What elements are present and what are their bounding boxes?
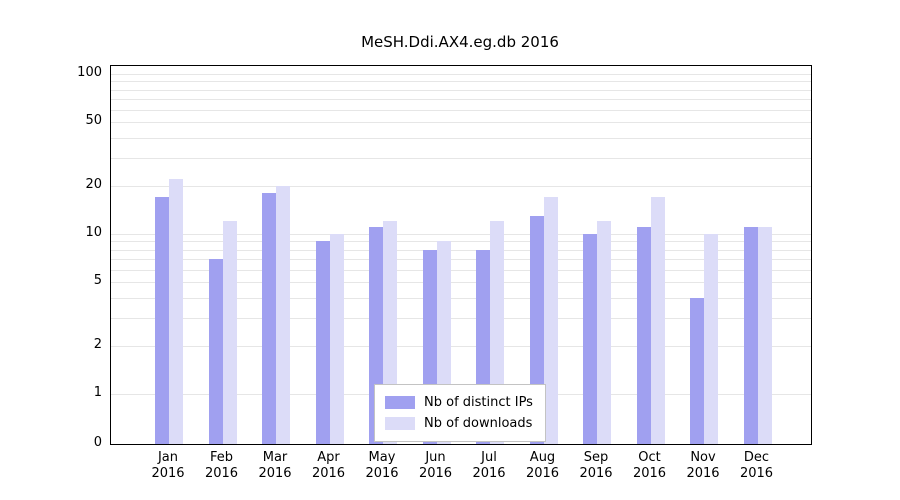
x-tick-year: 2016: [365, 466, 399, 481]
legend-swatch-distinct-ips: [385, 396, 415, 409]
x-tick-month: May: [368, 450, 396, 465]
x-tick-label: Jan 2016: [138, 450, 198, 482]
legend-label: Nb of distinct IPs: [424, 395, 533, 410]
x-tick-year: 2016: [418, 466, 453, 481]
x-tick-label: Aug 2016: [513, 450, 573, 482]
legend-label: Nb of downloads: [424, 416, 533, 431]
plot-area: Nb of distinct IPs Nb of downloads: [110, 65, 812, 445]
x-tick-month: Nov: [690, 450, 716, 465]
x-tick-month: Aug: [529, 450, 556, 465]
x-tick-month: Jul: [481, 450, 497, 465]
x-tick-year: 2016: [204, 466, 239, 481]
bar-distinct-ips: [155, 197, 169, 444]
gridline: [111, 297, 811, 299]
bar-downloads: [757, 227, 772, 444]
gridline: [111, 89, 811, 91]
x-tick-year: 2016: [311, 466, 346, 481]
bar-downloads: [169, 179, 183, 444]
chart-title: MeSH.Ddi.AX4.eg.db 2016: [361, 33, 559, 51]
gridline: [111, 269, 811, 271]
x-tick-label: Apr 2016: [299, 450, 359, 482]
y-tick-label: 2: [93, 336, 102, 352]
gridline: [111, 137, 811, 139]
x-tick-year: 2016: [151, 466, 185, 481]
gridline: [111, 74, 811, 75]
y-tick-label: 50: [85, 113, 102, 129]
gridline: [111, 109, 811, 111]
y-tick-label: 20: [85, 176, 102, 192]
gridline: [111, 345, 811, 347]
x-tick-label: Jul 2016: [459, 450, 519, 482]
x-tick-year: 2016: [739, 466, 774, 481]
bar-distinct-ips: [262, 193, 276, 444]
gridline: [111, 317, 811, 319]
gridline: [111, 234, 811, 235]
bar-distinct-ips: [315, 241, 330, 444]
x-tick-year: 2016: [579, 466, 613, 481]
x-tick-month: Jun: [425, 450, 446, 465]
gridline: [111, 122, 811, 124]
legend-swatch-downloads: [385, 417, 415, 430]
y-tick-label: 10: [85, 225, 102, 240]
bar-distinct-ips: [208, 258, 223, 444]
bar-distinct-ips: [690, 297, 704, 444]
bar-distinct-ips: [583, 234, 597, 444]
gridline: [111, 258, 811, 260]
bar-downloads: [543, 197, 558, 444]
x-tick-label: Feb 2016: [192, 450, 252, 482]
y-tick-label: 1: [93, 385, 102, 400]
bar-distinct-ips: [636, 227, 651, 444]
x-tick-month: Mar: [262, 450, 288, 465]
bar-downloads: [329, 234, 344, 444]
x-tick-year: 2016: [632, 466, 667, 481]
y-tick-label: 0: [93, 435, 102, 450]
bar-downloads: [704, 234, 718, 444]
x-tick-label: Dec 2016: [727, 450, 787, 482]
x-tick-month: Apr: [317, 450, 340, 465]
x-tick-month: Jan: [157, 450, 179, 465]
x-tick-label: May 2016: [352, 450, 412, 482]
gridline: [111, 282, 811, 284]
gridline: [111, 249, 811, 251]
legend-item: Nb of distinct IPs: [385, 392, 533, 413]
x-tick-month: Dec: [743, 450, 770, 465]
legend: Nb of distinct IPs Nb of downloads: [374, 384, 546, 442]
gridline: [111, 157, 811, 159]
x-tick-year: 2016: [686, 466, 720, 481]
x-tick-label: Jun 2016: [406, 450, 466, 482]
y-tick-label: 5: [93, 273, 102, 289]
legend-item: Nb of downloads: [385, 413, 533, 434]
bar-downloads: [222, 221, 237, 444]
gridline: [111, 241, 811, 243]
x-tick-month: Sep: [583, 450, 609, 465]
gridline: [111, 185, 811, 187]
bar-distinct-ips: [743, 227, 758, 444]
bar-downloads: [597, 221, 611, 444]
x-tick-label: Oct 2016: [620, 450, 680, 482]
x-tick-label: Nov 2016: [673, 450, 733, 482]
bar-downloads: [650, 197, 665, 444]
y-tick-label: 100: [77, 65, 102, 80]
bar-downloads: [276, 185, 290, 444]
x-tick-label: Mar 2016: [245, 450, 305, 482]
x-tick-month: Oct: [638, 450, 661, 465]
x-tick-year: 2016: [258, 466, 292, 481]
gridline: [111, 98, 811, 100]
gridline: [111, 81, 811, 83]
x-tick-label: Sep 2016: [566, 450, 626, 482]
x-tick-year: 2016: [472, 466, 506, 481]
x-tick-month: Feb: [209, 450, 234, 465]
x-tick-year: 2016: [525, 466, 560, 481]
